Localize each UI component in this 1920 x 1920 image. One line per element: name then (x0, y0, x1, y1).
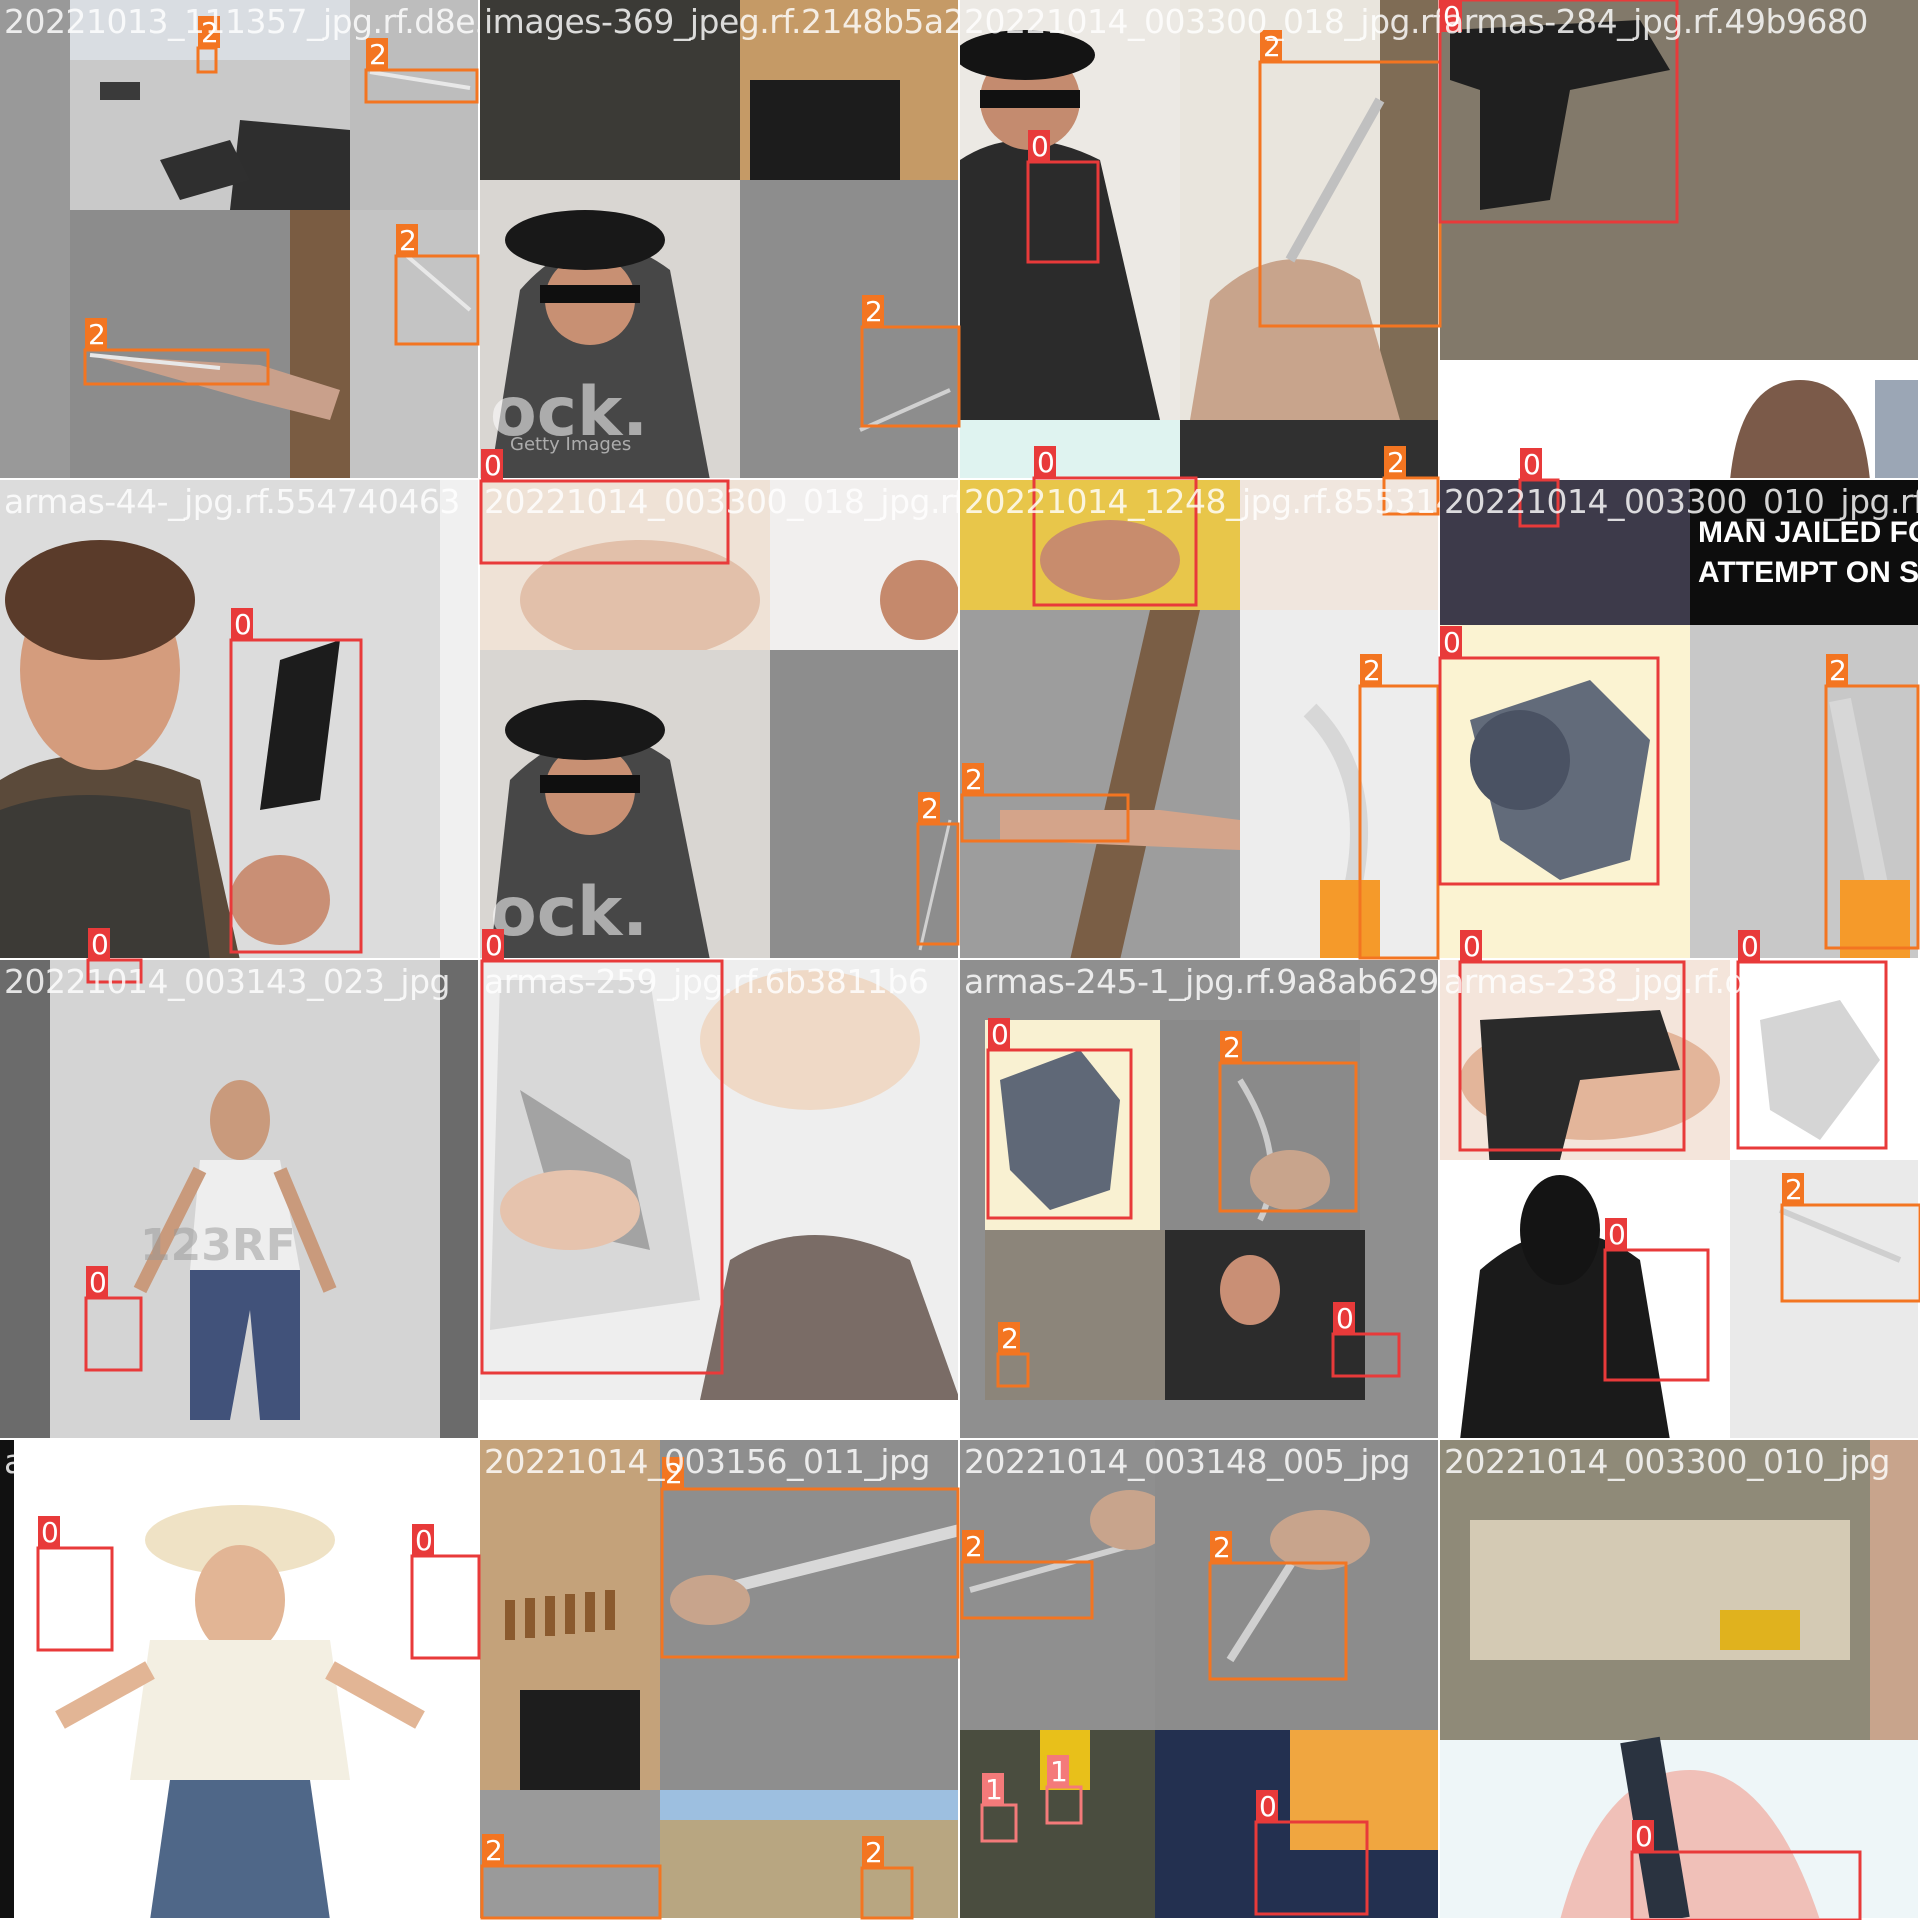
tile-photo (1440, 0, 1920, 480)
mosaic-tile: images-369_jpeg.rf.2148b5a2a022d (480, 0, 960, 480)
mosaic-tile: 20221014_003300_018_jpg.rf.64d63dcd (480, 480, 960, 960)
tile-caption: 20221014_003300_018_jpg.rf.64d63dcd (484, 482, 960, 521)
tile-caption: armas-245-1_jpg.rf.9a8ab629 (964, 962, 1439, 1001)
mosaic-tile: armas-44-_jpg.rf.554740463 (0, 480, 480, 960)
mosaic-tile: armas-245-1_jpg.rf.9a8ab629 (960, 960, 1440, 1440)
tile-photo (1440, 1440, 1920, 1920)
tile-photo (960, 480, 1440, 960)
tile-photo (0, 0, 480, 480)
tile-caption: armas-284_jpg.rf.49b9680 (1444, 2, 1868, 41)
tile-caption: armas-44-_jpg.rf.554740463 (4, 482, 460, 521)
tile-photo (1440, 960, 1920, 1440)
mosaic-tile: armas-284_jpg.rf.49b9680 (1440, 0, 1920, 480)
tile-photo (960, 0, 1440, 480)
tile-photo: MAN JAILED FOR FAILED ATTEMPT ON STORE W… (1440, 480, 1920, 960)
tile-caption: 20221014_003300_010_jpg (1444, 1442, 1891, 1481)
tile-photo (0, 1440, 480, 1920)
tile-caption: images-369_jpeg.rf.2148b5a2a022d (484, 2, 960, 41)
tile-caption: 20221014_003300_010_jpg.rf.4f26e6a5 (1444, 482, 1920, 521)
scene-headline: MAN JAILED FOR FAILED (1698, 516, 1920, 549)
mosaic-tile: 20221014_1248_jpg.rf.8553144 (960, 480, 1440, 960)
mosaic-tile: 20221014_003300_018_jpg.rf (960, 0, 1440, 480)
tile-photo (480, 960, 960, 1440)
mosaic-tile: 20221014_003300_010_jpg (1440, 1440, 1920, 1920)
tile-photo (480, 1440, 960, 1920)
tile-photo (480, 480, 960, 960)
tile-caption: 20221013_111357_jpg.rf.d8e3d13c5c2d (4, 2, 480, 41)
mosaic-tile: MAN JAILED FOR FAILED ATTEMPT ON STORE W… (1440, 480, 1920, 960)
tile-photo (960, 1440, 1440, 1920)
tile-caption: 20221014_003300_018_jpg.rf (964, 2, 1440, 41)
scene-headline: ATTEMPT ON STORE WITH (1698, 556, 1920, 589)
tile-photo (0, 960, 480, 1440)
mosaic-tile: 20221013_111357_jpg.rf.d8e3d13c5c2d (0, 0, 480, 480)
tile-caption: armas-238_jpg.rf.ddc485 (1444, 962, 1845, 1001)
mosaic-tile: 20221014_003148_005_jpg (960, 1440, 1440, 1920)
mosaic-tile: armas-259_jpg.rf.6b3811b6 (480, 960, 960, 1440)
mosaic-tile: armas-10-_jpg.rf.016e53768 (0, 1440, 480, 1920)
mosaic-tile: 20221014_003143_023_jpg (0, 960, 480, 1440)
tile-caption: 20221014_003156_011_jpg (484, 1442, 931, 1481)
tile-caption: armas-10-_jpg.rf.016e53768 (4, 1442, 460, 1481)
tile-caption: 20221014_003143_023_jpg (4, 962, 451, 1001)
tile-caption: armas-259_jpg.rf.6b3811b6 (484, 962, 929, 1001)
tile-caption: 20221014_003148_005_jpg (964, 1442, 1411, 1481)
tile-photo (480, 0, 960, 480)
tile-caption: 20221014_1248_jpg.rf.8553144 (964, 482, 1440, 521)
tile-photo (960, 960, 1440, 1440)
tile-photo (0, 480, 480, 960)
mosaic-tile: armas-238_jpg.rf.ddc485 (1440, 960, 1920, 1440)
mosaic-tile: 20221014_003156_011_jpg (480, 1440, 960, 1920)
